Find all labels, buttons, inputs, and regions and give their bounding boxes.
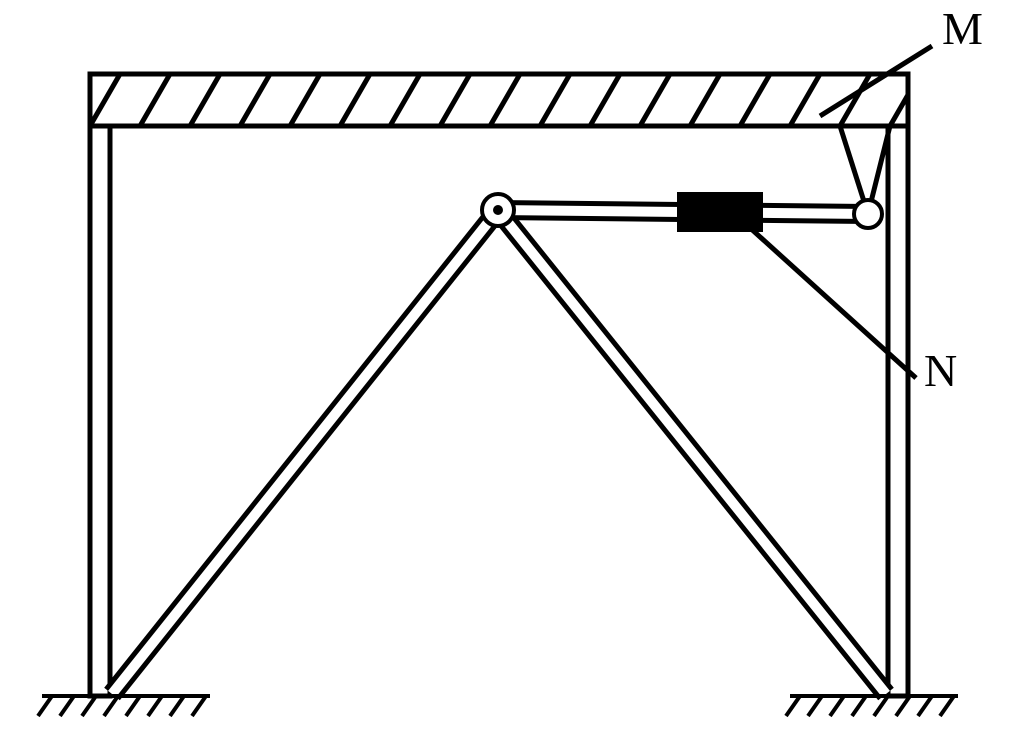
label-n: N <box>924 344 957 397</box>
label-m: M <box>942 2 983 55</box>
